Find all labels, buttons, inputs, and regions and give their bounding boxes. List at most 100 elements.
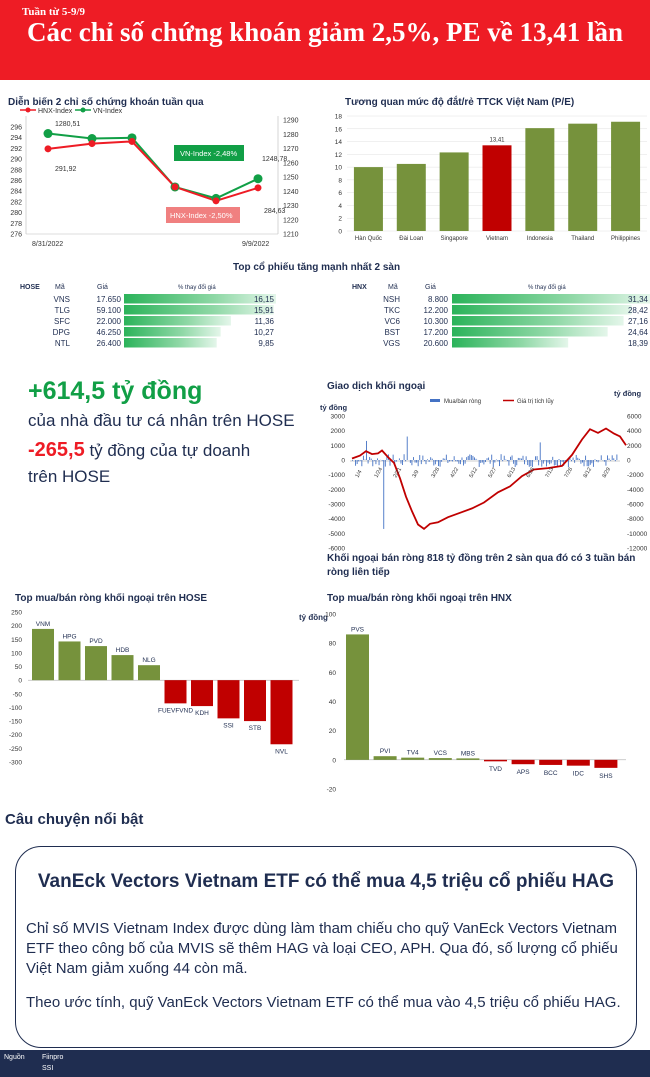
hose-foreign-bar-nlg bbox=[138, 665, 160, 681]
hnx-foreign-tick: 20 bbox=[329, 728, 337, 735]
foreign-net-bar bbox=[528, 460, 530, 467]
source-label: Nguồn bbox=[4, 1054, 25, 1061]
hose-foreign-label: PVD bbox=[89, 638, 103, 645]
foreign-net-bar bbox=[422, 455, 424, 460]
gainer-change: 18,39 bbox=[628, 339, 649, 348]
gainer-bar bbox=[452, 305, 632, 315]
gainer-change: 27,16 bbox=[628, 317, 649, 326]
retail-description: của nhà đầu tư cá nhân trên HOSE bbox=[28, 411, 295, 430]
foreign-date-label: 7/13 bbox=[545, 467, 556, 479]
header-banner: Tuần từ 5-9/9 Các chỉ số chứng khoán giả… bbox=[0, 0, 650, 80]
foreign-net-bar bbox=[538, 460, 540, 466]
foreign-net-bar bbox=[577, 457, 579, 460]
right-tick-label: 1250 bbox=[283, 175, 299, 182]
proprietary-line: -265,5 tỷ đồng của tự doanh bbox=[28, 439, 250, 462]
foreign-net-bar bbox=[470, 455, 472, 460]
foreign-net-bar bbox=[439, 460, 441, 467]
foreign-net-bar bbox=[517, 457, 519, 460]
hose-foreign-label: FUEVFVND bbox=[158, 707, 193, 714]
foreign-net-bar bbox=[452, 460, 454, 462]
hnx-code-header: Mã bbox=[388, 284, 398, 291]
left-tick-label: 294 bbox=[10, 135, 22, 142]
foreign-net-bar bbox=[406, 436, 408, 460]
foreign-net-bar bbox=[572, 457, 574, 460]
hnx-foreign-bar-idc bbox=[566, 759, 590, 766]
hose-foreign-tick: -300 bbox=[9, 760, 22, 767]
foreign-net-bar bbox=[600, 455, 602, 460]
pe-tick-label: 8 bbox=[338, 177, 342, 184]
hnx-foreign-tick: 100 bbox=[325, 612, 336, 619]
foreign-net-bar bbox=[464, 460, 466, 464]
hnx-foreign-bar-bcc bbox=[539, 759, 563, 765]
hnx-end-value: 284,63 bbox=[264, 208, 286, 215]
source-fiinpro: Fiinpro bbox=[42, 1054, 64, 1061]
foreign-net-bar bbox=[483, 460, 485, 465]
vn-change-box bbox=[174, 145, 244, 161]
hose-foreign-bar-hdb bbox=[111, 655, 134, 681]
pe-category-label: Thailand bbox=[571, 236, 594, 242]
pe-chart-title: Tương quan mức độ đắt/rẻ TTCK Việt Nam (… bbox=[345, 97, 575, 108]
foreign-caption: Khối ngoại bán ròng 818 tỷ đồng trên 2 s… bbox=[327, 553, 636, 578]
foreign-net-bar bbox=[450, 460, 452, 461]
pe-category-label: Đài Loan bbox=[399, 236, 423, 242]
hose-foreign-bar-kdh bbox=[191, 680, 213, 707]
legend-vn-marker bbox=[80, 107, 86, 113]
foreign-net-bar bbox=[541, 460, 543, 467]
hose-foreign-bar-stb bbox=[244, 680, 266, 722]
foreign-net-bar bbox=[381, 460, 383, 461]
right-tick-label: 1270 bbox=[283, 146, 299, 153]
foreign-net-bar bbox=[513, 460, 515, 464]
foreign-net-bar bbox=[578, 458, 580, 460]
hose-price-header: Giá bbox=[97, 284, 108, 291]
foreign-net-bar bbox=[531, 460, 533, 467]
pe-category-label: Indonesia bbox=[527, 236, 554, 242]
left-tick-label: 290 bbox=[10, 157, 22, 164]
foreign-net-bar bbox=[567, 460, 569, 468]
foreign-net-bar bbox=[445, 454, 447, 460]
hose-foreign-label: VNM bbox=[36, 621, 50, 628]
pe-bar-singapore bbox=[439, 152, 469, 231]
hnx-foreign-tick: 40 bbox=[329, 699, 337, 706]
pe-tick-labels: 18 16 14 12 10 8 6 4 2 0 bbox=[335, 114, 343, 236]
gainer-bar bbox=[452, 316, 624, 326]
hnx-foreign-label: BCC bbox=[544, 770, 558, 777]
pe-bar-indonesia bbox=[525, 128, 555, 231]
gainer-price: 26.400 bbox=[97, 339, 122, 348]
foreign-net-bar bbox=[433, 460, 435, 466]
foreign-net-bar bbox=[502, 460, 504, 462]
gainer-change: 11,36 bbox=[255, 317, 275, 326]
foreign-net-bar bbox=[423, 460, 425, 462]
foreign-net-bar bbox=[403, 454, 405, 460]
hose-foreign-label: HPG bbox=[62, 633, 76, 640]
foreign-left-tick: -5000 bbox=[328, 531, 345, 538]
hnx-foreign-tick: 80 bbox=[329, 641, 337, 648]
foreign-net-bar bbox=[616, 454, 618, 460]
pe-bar-vietnam bbox=[482, 145, 512, 231]
footer: Nguồn Fiinpro SSI bbox=[0, 1050, 650, 1077]
pe-tick-label: 2 bbox=[338, 216, 342, 223]
hnx-foreign-label: TV4 bbox=[407, 750, 419, 757]
hose-code-header: Mã bbox=[55, 284, 65, 291]
foreign-net-bar bbox=[389, 460, 391, 466]
gainer-code: VC6 bbox=[384, 317, 400, 326]
foreign-net-bar bbox=[564, 460, 566, 461]
gainer-change: 24,64 bbox=[628, 328, 649, 337]
gainer-bar bbox=[124, 294, 276, 304]
foreign-net-bar bbox=[400, 460, 402, 464]
hnx-foreign-tick: 60 bbox=[329, 670, 337, 677]
foreign-left-tick: -3000 bbox=[328, 502, 345, 509]
pe-tick-label: 18 bbox=[335, 114, 343, 121]
foreign-net-bar bbox=[499, 460, 500, 467]
foreign-net-bar bbox=[556, 460, 558, 468]
left-tick-label: 286 bbox=[10, 178, 22, 185]
pe-tick-label: 6 bbox=[338, 190, 342, 197]
story-title: VanEck Vectors Vietnam ETF có thể mua 4,… bbox=[37, 871, 615, 892]
date-end-label: 9/9/2022 bbox=[242, 241, 269, 248]
hose-gainer-rows: VNS 17.650 16,15 TLG 59.100 15,91 SFC 22.000 11,… bbox=[53, 294, 276, 348]
foreign-date-label: 8/29 bbox=[602, 467, 613, 479]
gainer-price: 17.200 bbox=[424, 328, 449, 337]
foreign-net-bar bbox=[466, 457, 468, 460]
hose-foreign-label: SSI bbox=[223, 722, 234, 729]
foreign-net-bar bbox=[544, 460, 546, 461]
hnx-change-header: % thay đổi giá bbox=[528, 284, 566, 291]
